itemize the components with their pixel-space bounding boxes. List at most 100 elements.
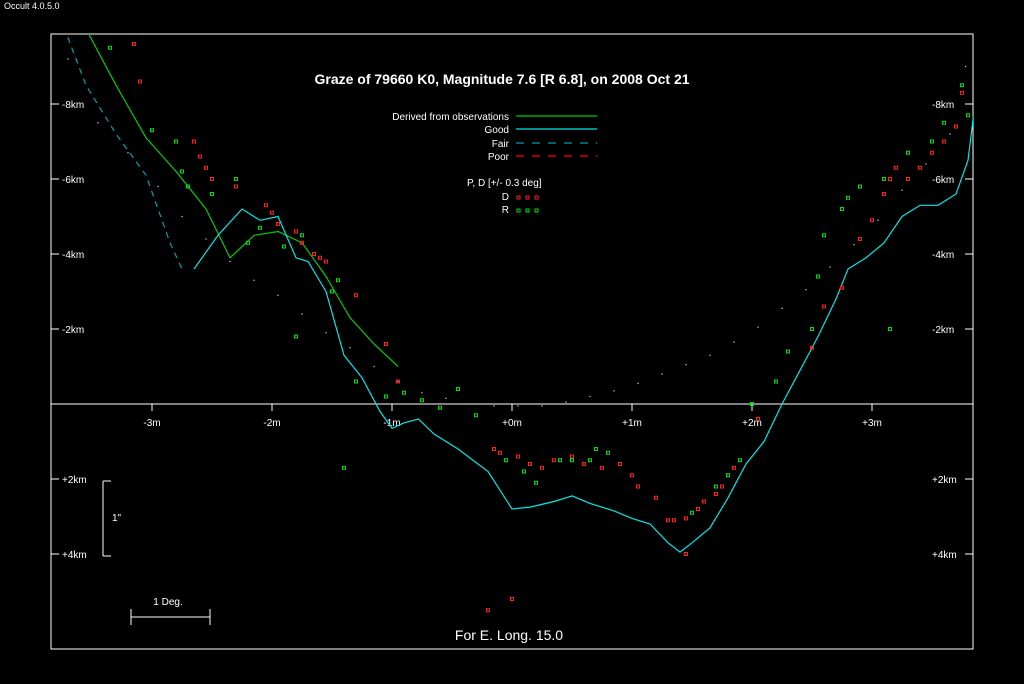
point-d-43 [840,285,844,290]
point-r-23 [522,469,526,474]
point-r-46 [942,120,946,125]
limb-dot-14 [421,392,423,394]
point-r-36 [786,349,790,354]
legend-marker-d-2 [525,195,530,200]
point-d-14 [324,259,328,264]
point-d-48 [894,165,898,170]
legend-marker-d-1 [516,195,521,200]
x-tick-label-3: +0m [502,418,522,429]
limb-dot-13 [397,380,399,383]
point-r-28 [594,447,598,451]
limb-dot-31 [829,266,831,268]
point-d-51 [930,150,934,155]
limb-dot-20 [565,401,567,403]
legend-label-d: D [502,192,509,203]
limb-dot-34 [901,189,903,191]
legend-label-derived: Derived from observations [392,112,509,123]
point-d-28 [630,473,634,478]
point-d-13 [318,255,322,260]
point-d-0 [132,42,136,46]
point-r-5 [186,184,190,189]
legend-marker-d-3 [534,195,539,200]
point-r-26 [570,458,574,463]
point-d-5 [210,177,214,181]
point-r-27 [588,458,592,463]
point-r-19 [438,405,442,410]
y-tick-label-right-4: +2km [932,475,957,486]
point-r-45 [930,139,934,144]
horizontal-scale-label: 1 Deg. [153,597,182,608]
limb-dot-4 [181,215,183,218]
point-d-25 [582,462,586,466]
y-tick-label-right-1: -6km [932,175,954,186]
y-tick-label-left-4: +2km [62,475,87,486]
point-r-9 [258,225,262,230]
legend-label-good: Good [485,125,509,136]
y-tick-label-left-3: -2km [62,325,84,336]
y-tick-label-left-5: +4km [62,550,87,561]
limb-dot-22 [613,390,615,392]
series-layer [65,34,973,553]
point-r-33 [738,458,742,463]
point-r-50 [888,327,892,331]
y-tick-label-right-0: -8km [932,100,954,111]
point-d-15 [354,293,358,298]
point-d-4 [204,165,208,170]
point-d-47 [888,177,892,181]
point-r-14 [294,334,298,339]
limb-dot-28 [757,326,759,328]
point-r-22 [504,458,508,463]
limb-dot-9 [301,313,303,315]
point-r-39 [822,233,826,238]
point-d-8 [270,210,274,215]
point-r-2 [150,128,154,133]
point-d-11 [300,240,304,245]
limb-dot-23 [637,382,639,384]
limb-dot-7 [253,279,255,281]
point-d-45 [870,218,874,223]
derived-from-observations-line [87,34,399,367]
limb-dot-1 [97,122,99,124]
point-d-26 [600,465,604,470]
point-d-6 [234,184,238,189]
limb-dot-37 [965,65,967,68]
point-r-17 [402,390,406,395]
point-r-32 [726,473,730,478]
point-d-29 [636,484,640,489]
y-tick-label-left-2: -4km [62,250,84,261]
point-r-18 [420,398,424,403]
point-r-49 [342,465,346,470]
point-d-18 [492,447,496,451]
legend-label-r: R [502,205,509,216]
fair-line [65,34,183,270]
limb-dot-12 [373,365,375,368]
limb-dot-10 [325,332,327,334]
point-d-1 [138,79,142,84]
x-tick-label-0: -3m [143,418,160,429]
point-d-12 [312,252,316,256]
legend-marker-r-2 [525,208,530,213]
point-d-50 [918,165,922,170]
axes: -3m -2m -1m +0m +1m +2m +3m -8km -8km -6km -6km -4k… [51,100,973,561]
point-r-6 [210,192,214,196]
point-r-43 [882,177,886,181]
app-version-label: Occult 4.0.5.0 [4,1,60,11]
point-d-49 [906,177,910,181]
points-layer [108,42,970,613]
point-d-56 [510,597,514,601]
point-d-22 [540,465,544,470]
point-d-24 [570,454,574,459]
vertical-scale-bar: 1" [102,480,122,557]
x-tick-label-4: +1m [622,418,642,429]
point-d-41 [810,345,814,350]
point-d-55 [486,608,490,613]
point-d-35 [702,499,706,504]
point-r-13 [336,278,340,283]
point-d-16 [384,342,388,346]
limb-dot-6 [229,260,231,263]
point-r-31 [714,484,718,489]
limb-dot-26 [709,354,711,356]
x-tick-label-2: -1m [383,418,400,429]
point-r-10 [282,244,286,249]
